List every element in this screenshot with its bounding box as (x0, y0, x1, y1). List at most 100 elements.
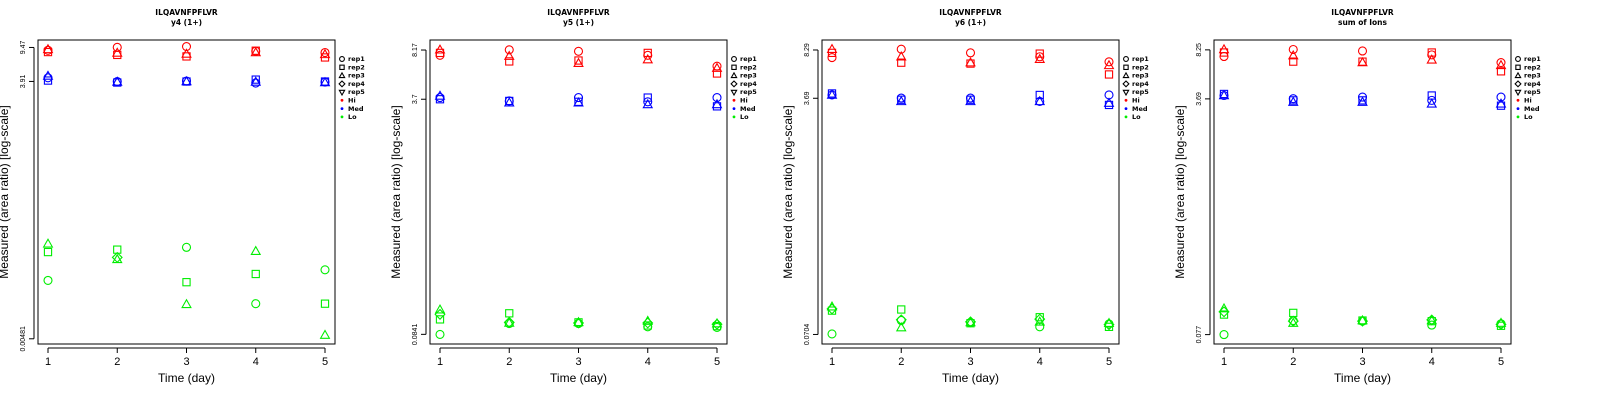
panel-4-data-point-lo-triangle-up (1357, 314, 1368, 325)
panel-2-legend-label-med: Med (740, 105, 756, 113)
panel-4-x-tick-label: 1 (1221, 356, 1227, 368)
panel-1-x-tick-label: 5 (322, 356, 328, 368)
panel-3-legend-marker-rep5 (1122, 89, 1130, 97)
panel-1-legend-label-rep2: rep2 (348, 63, 365, 71)
panel-3-data-point-hi-triangle-up (965, 56, 976, 67)
panel-1-data-point-hi-circle (181, 41, 192, 52)
panel-1-data-point-lo-circle (43, 275, 53, 285)
panel-1-legend-label-hi: Hi (348, 97, 356, 105)
panel-4-data-point-med-circle (1496, 92, 1506, 102)
panel-3-data-point-hi-circle (827, 53, 837, 63)
panel-2-x-tick-label: 4 (645, 356, 651, 368)
panel-2-data-point-med-triangle-up (642, 98, 654, 109)
panel-1-data-point-lo-square (251, 269, 260, 279)
panel-4-x-axis-title: Time (day) (1334, 371, 1391, 385)
panel-4-data-point-med-circle (1427, 95, 1437, 105)
panel-4-data-point-lo-diamond (1218, 306, 1230, 318)
panel-2-x-tick-label: 3 (575, 356, 581, 368)
panel-2-legend-dot-med (732, 107, 736, 110)
panel-1-legend-label-rep3: rep3 (348, 72, 365, 80)
panel-4-y-tick-label: 0.077 (1196, 326, 1203, 344)
panel-1-x-tick-label: 4 (253, 356, 259, 368)
panel-3-legend-marker-rep4 (1122, 80, 1130, 88)
panel-1-x-axis-title: Time (day) (158, 371, 215, 385)
panel-3-data-point-med-square (1035, 90, 1044, 100)
panel-3-legend-label-rep3: rep3 (1132, 72, 1149, 80)
panel-4-legend-label-med: Med (1524, 105, 1540, 113)
panel-4-data-point-hi-circle (1288, 44, 1298, 55)
panel-1-data-point-lo-triangle-up (42, 238, 54, 248)
panel-4-legend-marker-rep3 (1514, 71, 1522, 79)
panel-2-legend-label-rep2: rep2 (740, 63, 757, 71)
panel-1-legend-marker-rep1 (339, 56, 345, 62)
panel-2-data-point-hi-square (505, 57, 514, 66)
panel-2-data-point-lo-square (505, 309, 514, 318)
panel-3-data-point-lo-diamond (1103, 319, 1115, 331)
panel-1-data-point-med-circle (43, 73, 53, 83)
panel-3-data-point-hi-triangle-up (826, 43, 838, 53)
panel-1-legend-label-lo: Lo (348, 113, 357, 121)
panel-4-data-point-med-triangle-up (1218, 89, 1230, 100)
panel-2-legend-label-hi: Hi (740, 97, 748, 105)
panel-4-legend-label-lo: Lo (1524, 113, 1533, 121)
panel-3-legend-label-rep4: rep4 (1132, 80, 1149, 88)
panel-2-data-point-lo-diamond (503, 316, 515, 328)
panel-1-data-point-lo-square (182, 278, 191, 287)
panel-3-data-point-hi-triangle-up (895, 51, 907, 61)
panel-1-legend-label-rep1: rep1 (348, 55, 365, 63)
panel-2-data-point-hi-square (643, 48, 652, 58)
panel-1-data-point-med-square (113, 78, 122, 87)
panel-1-data-point-med-square (251, 75, 260, 84)
panel-3-legend-marker-rep3 (1122, 71, 1130, 79)
panel-3-y-tick-label: 3.69 (804, 91, 811, 105)
panel-2-data-point-med-triangle-up (573, 96, 584, 107)
panel-1-data-point-med-triangle-up (250, 76, 262, 86)
panel-2-data-point-med-circle (435, 93, 445, 103)
panel-1-title: ILQAVNFPFLVR (155, 8, 218, 17)
panel-4-data-point-lo-square (1219, 310, 1229, 319)
panel-3-data-point-lo-circle (827, 329, 837, 339)
panel-3-data-point-lo-triangle-up (895, 321, 907, 332)
panel-3-data-point-hi-square (1035, 49, 1044, 58)
panel-3-legend-label-lo: Lo (1132, 113, 1141, 121)
panel-2-legend-dot-lo (732, 115, 736, 119)
panel-1-data-point-med-triangle-up (181, 75, 192, 86)
panel-3-data-point-med-triangle-up (1103, 97, 1115, 107)
panel-3-legend-label-hi: Hi (1132, 97, 1140, 105)
panel-4-legend-marker-rep4 (1514, 80, 1522, 88)
panel-3-x-tick-label: 4 (1037, 356, 1043, 368)
panel-2-x-tick-label: 2 (506, 356, 512, 368)
panel-4-legend-label-rep3: rep3 (1524, 72, 1541, 80)
panel-2-legend-label-rep3: rep3 (740, 72, 757, 80)
panel-4-data-point-hi-triangle-up (1426, 54, 1438, 64)
panel-2-y-tick-label: 8.17 (412, 43, 419, 57)
panel-4-legend-label-rep5: rep5 (1524, 88, 1541, 96)
panel-4-data-point-hi-triangle-up (1495, 59, 1507, 70)
panel-2-data-point-lo-diamond (572, 317, 585, 329)
panel-1-legend-dot-hi (340, 98, 344, 102)
panel-3-x-tick-label: 2 (898, 356, 904, 368)
panel-2-data-point-hi-triangle-up (503, 50, 515, 60)
panel-2-y-tick-label: 3.7 (412, 94, 419, 104)
panel-4-legend-marker-rep5 (1514, 89, 1522, 97)
panel-1-y-tick-label: 9.47 (20, 41, 27, 55)
panel-1-data-point-lo-square (320, 299, 330, 308)
panel-2-data-point-hi-square (712, 69, 722, 78)
panel-1-data-point-med-triangle-up (42, 70, 54, 80)
panel-1-data-point-hi-triangle-up (42, 43, 54, 54)
panel-2-legend-marker-rep4 (730, 80, 738, 88)
panel-4-data-point-hi-square (1496, 67, 1506, 76)
panel-3-data-point-hi-square (897, 58, 906, 67)
panel-4-data-point-lo-square (1289, 308, 1298, 318)
panel-2-legend-dot-hi (732, 98, 736, 102)
panel-2-y-axis-title: Measured (area ratio) [log-scale] (389, 105, 403, 278)
panel-2-data-point-hi-triangle-up (573, 57, 584, 68)
panel-3-data-point-hi-circle (965, 48, 976, 58)
panel-4-data-point-med-triangle-up (1495, 98, 1507, 108)
panel-2-data-point-lo-triangle-up (573, 316, 584, 327)
panel-2-data-point-med-triangle-up (434, 90, 446, 100)
panel-4-data-point-lo-diamond (1356, 315, 1369, 327)
panel-3-x-tick-label: 3 (967, 356, 973, 368)
panel-1-data-point-hi-triangle-up (250, 46, 262, 57)
panel-1-data-point-med-triangle-up (319, 76, 331, 87)
